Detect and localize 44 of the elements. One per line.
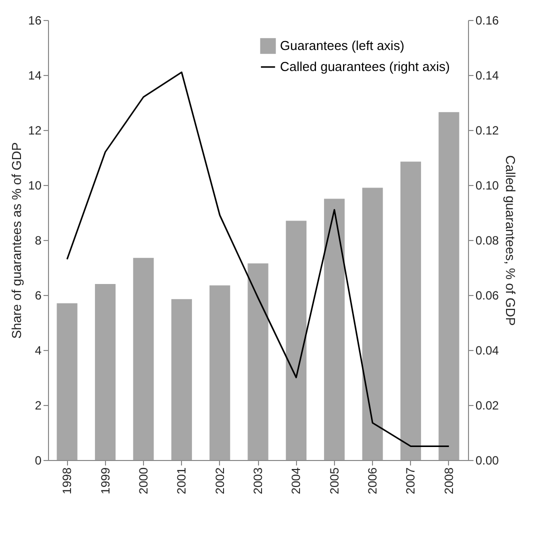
x-tick-label: 1998 — [60, 467, 74, 494]
y-tick-label: 6 — [34, 288, 42, 302]
x-tick-label: 1999 — [98, 467, 112, 494]
bar — [400, 162, 422, 460]
bar — [324, 198, 345, 460]
y2-tick-label: 0.10 — [476, 178, 500, 192]
y-tick-label: 2 — [34, 398, 42, 412]
bar — [171, 299, 192, 460]
y2-tick-label: 0.08 — [476, 234, 500, 248]
y2-axis-title: Called guarantees, % of GDP — [502, 155, 518, 326]
y-tick-label: 14 — [28, 68, 42, 82]
y2-tick-label: 0.06 — [476, 288, 500, 302]
y-tick-label: 8 — [34, 234, 42, 248]
bar — [286, 220, 306, 460]
y-tick-label: 12 — [28, 124, 42, 138]
bar — [362, 188, 383, 460]
bar — [248, 263, 268, 460]
bar — [56, 303, 78, 460]
bar — [133, 258, 154, 460]
x-tick-label: 2002 — [212, 467, 227, 494]
x-tick-label: 2003 — [251, 467, 265, 494]
bar — [210, 285, 230, 460]
y-tick-label: 16 — [28, 14, 42, 28]
y-tick-label: 10 — [28, 178, 42, 192]
y2-tick-label: 0.02 — [476, 398, 500, 412]
x-tick-label: 2000 — [136, 467, 150, 494]
legend-label: Guarantees (left axis) — [280, 38, 404, 53]
x-tick-label: 2008 — [442, 467, 456, 494]
y-tick-label: 0 — [34, 454, 42, 468]
y2-tick-label: 0.14 — [476, 68, 500, 82]
x-tick-label: 2005 — [327, 467, 342, 494]
legend-label: Called guarantees (right axis) — [280, 59, 450, 74]
y2-tick-label: 0.12 — [476, 124, 500, 138]
y2-tick-label: 0.16 — [476, 14, 500, 28]
x-tick-label: 2006 — [366, 467, 380, 494]
bar — [438, 112, 460, 460]
y2-tick-label: 0.04 — [476, 344, 500, 358]
y2-tick-label: 0.00 — [476, 454, 500, 468]
y-tick-label: 4 — [34, 344, 42, 358]
x-tick-label: 2007 — [404, 467, 418, 494]
y-axis-title: Share of guarantees as % of GDP — [9, 142, 24, 339]
bar — [94, 284, 116, 460]
x-tick-label: 2001 — [174, 467, 189, 494]
x-tick-label: 2004 — [289, 467, 304, 494]
